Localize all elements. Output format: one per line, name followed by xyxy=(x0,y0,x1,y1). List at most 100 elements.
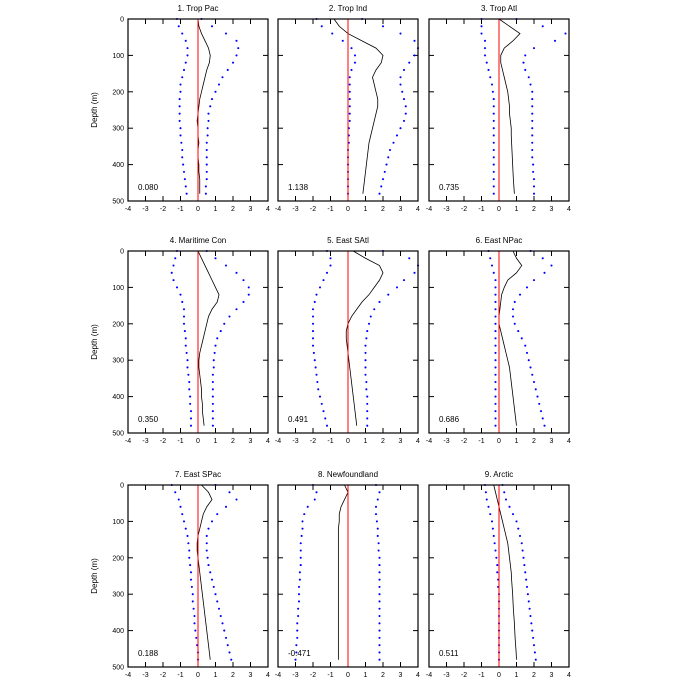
series-lower-point xyxy=(492,163,495,166)
series-lower-point xyxy=(494,424,497,427)
series-lower-point xyxy=(353,61,357,64)
series-lower-point xyxy=(353,54,357,57)
panel-title: 1. Trop Pac xyxy=(178,4,219,13)
x-tick-label: -4 xyxy=(426,672,432,679)
series-upper-point xyxy=(531,629,534,632)
series-upper-point xyxy=(224,32,228,35)
series-lower-point xyxy=(313,300,316,304)
series-lower-point xyxy=(181,156,184,159)
series-lower-point xyxy=(494,286,497,289)
series-lower-point xyxy=(483,47,487,50)
series-lower-point xyxy=(297,607,300,610)
series-upper-point xyxy=(529,614,532,618)
series-upper-point xyxy=(207,119,210,122)
series-upper-point xyxy=(205,542,208,545)
series-lower-point xyxy=(184,337,187,340)
series-lower-point xyxy=(494,344,497,347)
x-tick-label: 2 xyxy=(381,672,385,679)
x-tick-label: -1 xyxy=(478,438,484,445)
series-upper-point xyxy=(205,156,208,159)
series-lower-point xyxy=(186,54,189,57)
series-upper-point xyxy=(223,629,226,632)
series-mean-line xyxy=(197,250,220,426)
series-lower-point xyxy=(301,527,304,530)
series-lower-point xyxy=(175,286,179,289)
series-lower-point xyxy=(316,380,319,384)
series-upper-point xyxy=(378,585,381,588)
series-upper-point xyxy=(387,156,390,159)
x-tick-label: 0 xyxy=(196,206,200,213)
series-lower-point xyxy=(183,330,186,333)
y-axis-label: Depth (m) xyxy=(90,324,99,360)
series-lower-point xyxy=(311,308,315,311)
series-lower-point xyxy=(298,571,301,574)
x-tick-label: -4 xyxy=(125,672,131,679)
panel-frame xyxy=(277,250,419,434)
series-lower-point xyxy=(494,315,497,318)
series-upper-point xyxy=(378,593,381,596)
series-upper-point xyxy=(520,542,523,545)
series-upper-point xyxy=(376,498,379,501)
series-lower-point xyxy=(181,513,184,516)
x-tick-label: -2 xyxy=(461,206,467,213)
series-lower-point xyxy=(181,300,184,304)
series-upper-point xyxy=(543,271,546,274)
series-upper-point xyxy=(224,505,228,508)
series-lower-point xyxy=(184,185,187,188)
y-tick-label: 200 xyxy=(112,89,124,96)
y-tick-label: 400 xyxy=(112,162,124,169)
x-tick-label: -3 xyxy=(142,672,148,679)
x-tick-label: 3 xyxy=(550,206,554,213)
series-upper-point xyxy=(235,498,238,501)
series-lower-point xyxy=(492,534,495,538)
series-upper-point xyxy=(513,322,516,325)
series-upper-point xyxy=(401,90,404,93)
panel-frame xyxy=(277,484,419,668)
series-lower-point xyxy=(494,337,497,340)
x-tick-label: 1 xyxy=(364,206,368,213)
panel-title: 7. East SPac xyxy=(175,470,221,479)
series-lower-point xyxy=(191,600,194,603)
series-lower-point xyxy=(191,593,194,596)
series-lower-point xyxy=(494,549,497,552)
panel-value-label: 0.686 xyxy=(439,415,460,424)
x-tick-label: 3 xyxy=(249,438,253,445)
x-tick-label: 4 xyxy=(266,206,270,213)
series-upper-point xyxy=(539,410,543,413)
series-lower-point xyxy=(182,322,186,325)
series-lower-point xyxy=(194,629,197,632)
series-upper-point xyxy=(205,163,208,166)
series-upper-point xyxy=(219,614,222,618)
series-lower-point xyxy=(494,373,497,376)
x-tick-label: 1 xyxy=(515,206,519,213)
series-upper-point xyxy=(207,112,210,115)
series-lower-point xyxy=(178,112,181,115)
series-lower-point xyxy=(174,257,177,260)
series-upper-point xyxy=(527,76,530,79)
series-lower-point xyxy=(320,25,323,28)
series-upper-point xyxy=(404,112,407,115)
panel-frame xyxy=(127,484,269,668)
panel-value-label: 0.491 xyxy=(288,415,309,424)
panel-value-label: 0.080 xyxy=(138,183,159,192)
series-upper-point xyxy=(378,556,381,559)
x-tick-label: -4 xyxy=(275,206,281,213)
series-upper-point xyxy=(211,410,214,413)
series-upper-point xyxy=(204,192,207,195)
series-lower-point xyxy=(189,578,193,581)
series-lower-point xyxy=(182,170,186,173)
series-upper-point xyxy=(378,629,381,632)
series-upper-point xyxy=(380,185,383,188)
x-tick-label: 4 xyxy=(416,672,420,679)
series-lower-point xyxy=(492,185,495,188)
series-lower-point xyxy=(485,498,488,501)
series-upper-point xyxy=(413,39,416,42)
series-upper-point xyxy=(522,556,525,559)
series-lower-point xyxy=(494,380,497,384)
series-upper-point xyxy=(511,513,515,516)
series-upper-point xyxy=(532,178,536,181)
series-upper-point xyxy=(214,593,217,596)
series-upper-point xyxy=(525,585,529,588)
series-upper-point xyxy=(364,373,367,376)
